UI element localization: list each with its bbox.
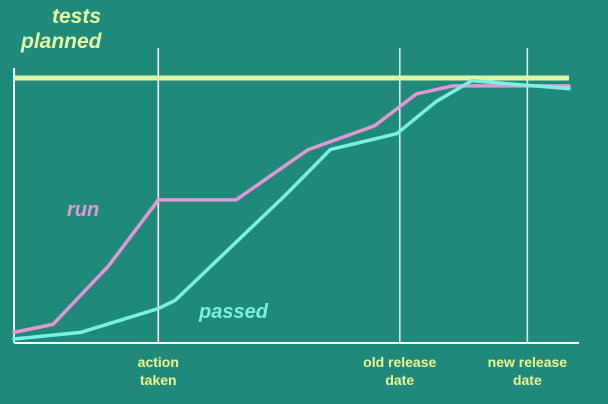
marker-label-1-line-1: date [385, 372, 414, 388]
marker-label-1-line-0: old release [363, 354, 436, 370]
chart-title-line-1: tests [52, 5, 101, 28]
marker-label-2-line-0: new release [488, 354, 568, 370]
marker-label-0-line-1: taken [140, 372, 177, 388]
marker-label-0-line-0: action [138, 354, 179, 370]
series-label-passed: passed [198, 301, 269, 323]
chart-title-line-2: planned [20, 30, 103, 53]
marker-label-2-line-1: date [513, 372, 542, 388]
series-label-run: run [67, 199, 99, 221]
